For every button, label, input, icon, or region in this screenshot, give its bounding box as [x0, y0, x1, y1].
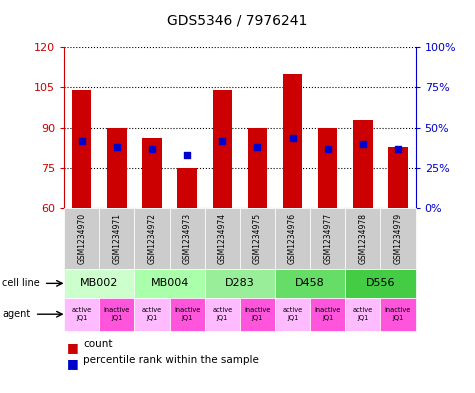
Bar — [318, 128, 337, 208]
Text: GDS5346 / 7976241: GDS5346 / 7976241 — [167, 14, 308, 28]
Bar — [107, 128, 126, 208]
Text: inactive
JQ1: inactive JQ1 — [385, 307, 411, 321]
Text: GSM1234970: GSM1234970 — [77, 213, 86, 264]
Point — [148, 146, 156, 152]
Point — [394, 146, 402, 152]
Bar — [142, 138, 162, 208]
Text: GSM1234975: GSM1234975 — [253, 213, 262, 264]
Text: GSM1234973: GSM1234973 — [183, 213, 191, 264]
Text: inactive
JQ1: inactive JQ1 — [104, 307, 130, 321]
Text: GSM1234978: GSM1234978 — [359, 213, 367, 264]
Text: active
JQ1: active JQ1 — [72, 307, 92, 321]
Point — [254, 143, 261, 150]
Point — [359, 141, 367, 147]
Text: active
JQ1: active JQ1 — [283, 307, 303, 321]
Bar — [353, 119, 372, 208]
Text: GSM1234974: GSM1234974 — [218, 213, 227, 264]
Text: GSM1234971: GSM1234971 — [113, 213, 121, 264]
Point — [218, 138, 226, 144]
Bar — [178, 168, 197, 208]
Point — [289, 135, 296, 141]
Bar — [283, 74, 302, 208]
Text: MB004: MB004 — [151, 278, 189, 288]
Point — [183, 151, 191, 158]
Text: ■: ■ — [66, 357, 78, 370]
Text: percentile rank within the sample: percentile rank within the sample — [83, 355, 259, 365]
Text: GSM1234979: GSM1234979 — [394, 213, 402, 264]
Text: GSM1234977: GSM1234977 — [323, 213, 332, 264]
Text: inactive
JQ1: inactive JQ1 — [174, 307, 200, 321]
Text: active
JQ1: active JQ1 — [142, 307, 162, 321]
Text: GSM1234976: GSM1234976 — [288, 213, 297, 264]
Bar — [248, 128, 267, 208]
Bar — [72, 90, 91, 208]
Point — [324, 146, 332, 152]
Text: D458: D458 — [295, 278, 325, 288]
Text: GSM1234972: GSM1234972 — [148, 213, 156, 264]
Text: D556: D556 — [366, 278, 395, 288]
Bar — [213, 90, 232, 208]
Text: MB002: MB002 — [80, 278, 118, 288]
Text: count: count — [83, 339, 113, 349]
Text: inactive
JQ1: inactive JQ1 — [314, 307, 341, 321]
Bar — [389, 147, 408, 208]
Text: ■: ■ — [66, 341, 78, 354]
Text: active
JQ1: active JQ1 — [212, 307, 232, 321]
Point — [113, 143, 121, 150]
Text: D283: D283 — [225, 278, 255, 288]
Text: cell line: cell line — [2, 278, 40, 288]
Text: inactive
JQ1: inactive JQ1 — [244, 307, 271, 321]
Point — [78, 138, 86, 144]
Text: agent: agent — [2, 309, 30, 319]
Text: active
JQ1: active JQ1 — [353, 307, 373, 321]
